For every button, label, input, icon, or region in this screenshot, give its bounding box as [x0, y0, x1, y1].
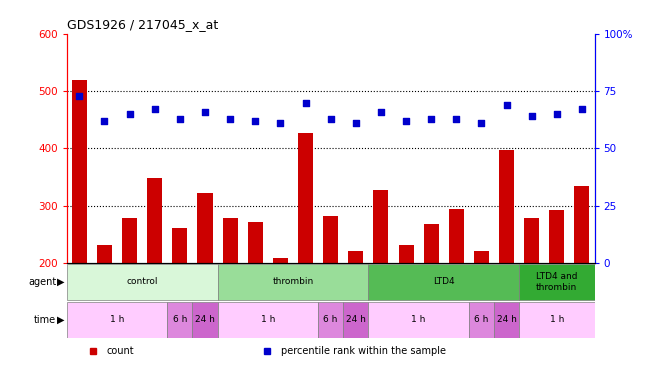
Bar [373, 190, 389, 375]
Point [401, 118, 411, 124]
Bar [519, 264, 595, 300]
Bar [449, 209, 464, 375]
Bar [222, 219, 238, 375]
Point [576, 106, 587, 112]
Text: 1 h: 1 h [110, 315, 124, 324]
Bar [323, 216, 338, 375]
Point [552, 111, 562, 117]
Text: time: time [34, 315, 56, 324]
Bar [218, 264, 368, 300]
Bar [343, 302, 368, 338]
Text: 1 h: 1 h [261, 315, 275, 324]
Bar [368, 264, 519, 300]
Bar [218, 302, 318, 338]
Bar [67, 302, 167, 338]
Point [351, 120, 361, 126]
Text: control: control [126, 278, 158, 286]
Text: 24 h: 24 h [195, 315, 215, 324]
Text: count: count [106, 346, 134, 357]
Text: 1 h: 1 h [550, 315, 564, 324]
Point [325, 116, 336, 122]
Point [74, 93, 85, 99]
Text: 6 h: 6 h [173, 315, 187, 324]
Bar [574, 186, 589, 375]
Point [250, 118, 261, 124]
Text: agent: agent [28, 277, 56, 287]
Point [99, 118, 110, 124]
Bar [524, 219, 539, 375]
Point [476, 120, 487, 126]
Text: thrombin: thrombin [273, 278, 313, 286]
Bar [399, 245, 413, 375]
Point [200, 109, 210, 115]
Text: ▶: ▶ [57, 315, 64, 324]
Bar [549, 210, 564, 375]
Bar [318, 302, 343, 338]
Bar [192, 302, 218, 338]
Bar [499, 150, 514, 375]
Bar [494, 302, 519, 338]
Point [526, 113, 537, 119]
Bar [97, 245, 112, 375]
Point [150, 106, 160, 112]
Bar [67, 264, 218, 300]
Bar [248, 222, 263, 375]
Point [426, 116, 436, 122]
Bar [198, 193, 212, 375]
Point [225, 116, 236, 122]
Bar [273, 258, 288, 375]
Text: 6 h: 6 h [474, 315, 488, 324]
Point [174, 116, 185, 122]
Bar [469, 302, 494, 338]
Text: 6 h: 6 h [323, 315, 338, 324]
Text: GDS1926 / 217045_x_at: GDS1926 / 217045_x_at [67, 18, 218, 31]
Point [275, 120, 286, 126]
Point [375, 109, 386, 115]
Text: percentile rank within the sample: percentile rank within the sample [281, 346, 446, 357]
Bar [172, 228, 188, 375]
Bar [519, 302, 595, 338]
Bar [122, 219, 137, 375]
Text: 1 h: 1 h [411, 315, 426, 324]
Bar [424, 224, 439, 375]
Text: 24 h: 24 h [496, 315, 516, 324]
Bar [167, 302, 192, 338]
Point [501, 102, 512, 108]
Point [451, 116, 462, 122]
Text: 24 h: 24 h [346, 315, 365, 324]
Text: LTD4 and
thrombin: LTD4 and thrombin [536, 272, 578, 292]
Bar [474, 251, 489, 375]
Text: LTD4: LTD4 [433, 278, 454, 286]
Bar [368, 302, 469, 338]
Bar [298, 133, 313, 375]
Bar [147, 178, 162, 375]
Point [124, 111, 135, 117]
Bar [72, 80, 87, 375]
Point [300, 100, 311, 106]
Text: ▶: ▶ [57, 277, 64, 287]
Bar [348, 251, 363, 375]
